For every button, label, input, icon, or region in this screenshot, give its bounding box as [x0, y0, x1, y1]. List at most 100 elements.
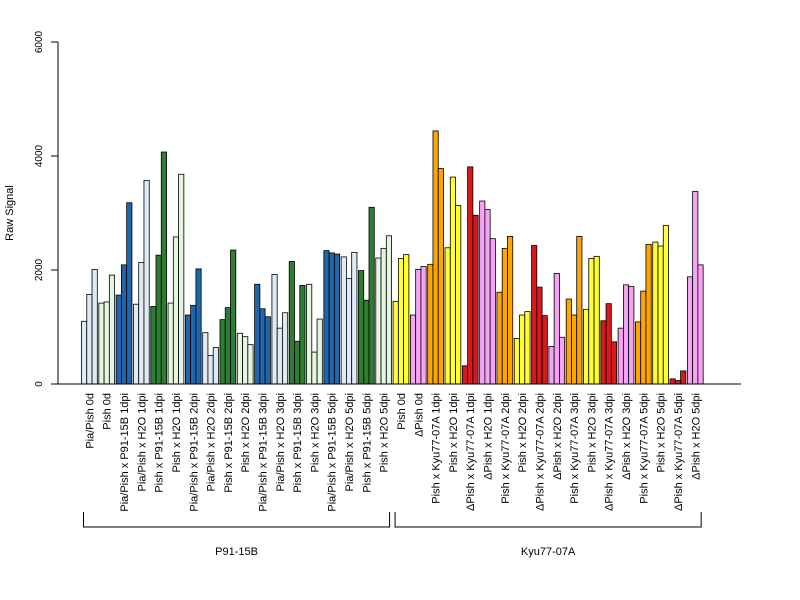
category-label: Pish x Kyu77-07A 5dpi	[638, 393, 650, 504]
bar	[484, 209, 491, 385]
bar	[697, 264, 704, 385]
bar	[610, 341, 618, 385]
bar	[652, 241, 659, 385]
bar	[479, 200, 486, 385]
bar	[340, 256, 347, 385]
bar	[553, 273, 560, 385]
bar	[299, 284, 306, 385]
bar	[150, 306, 157, 385]
bar-group	[531, 245, 548, 385]
bar-group	[133, 180, 150, 385]
group-brackets: P91-15B Kyu77-07A	[83, 512, 702, 558]
bar	[519, 314, 526, 385]
bar-group	[254, 283, 271, 385]
bar-group	[184, 268, 202, 385]
bar	[282, 312, 289, 385]
bar	[254, 283, 261, 385]
category-label: ΔPish 0d	[413, 393, 425, 437]
bar-group	[358, 206, 375, 385]
category-label: Pia/Pish x P91-15B 5dpi	[327, 393, 339, 512]
bar	[635, 321, 642, 385]
bar	[323, 250, 330, 385]
category-label: ΔPish x H2O 1dpi	[483, 393, 495, 480]
bar	[583, 308, 590, 385]
group-bracket	[394, 512, 702, 528]
bar	[126, 202, 133, 385]
category-label: ΔPish x Kyu77-07A 3dpi	[604, 393, 616, 511]
category-label: Pish x P91-15B 2dpi	[223, 393, 235, 493]
bar-group	[409, 266, 427, 385]
bar	[507, 235, 514, 385]
bar	[680, 370, 687, 385]
bar	[559, 336, 566, 385]
bar	[311, 351, 318, 385]
bar	[363, 299, 370, 385]
bar	[306, 283, 313, 385]
bar	[662, 225, 669, 385]
bar	[513, 337, 520, 385]
bar	[427, 263, 434, 385]
bar	[328, 252, 335, 385]
bar	[108, 274, 116, 385]
bar	[669, 378, 676, 385]
category-label: Pish x P91-15B 5dpi	[361, 393, 373, 493]
bar	[432, 130, 439, 385]
bar	[120, 264, 128, 385]
bar	[375, 257, 382, 385]
category-label: Pish x H2O 3dpi	[586, 393, 598, 472]
y-axis-title: Raw Signal	[4, 185, 16, 241]
bar	[264, 316, 271, 385]
bar	[501, 247, 508, 385]
bar	[212, 347, 219, 385]
bar	[195, 268, 202, 385]
category-label: Pish 0d	[396, 393, 408, 430]
bar	[622, 284, 630, 385]
bar	[600, 320, 607, 385]
y-axis-ticks: 0 2000 4000 6000	[34, 30, 58, 387]
bar	[358, 270, 365, 385]
category-label: ΔPish x Kyu77-07A 1dpi	[465, 393, 477, 511]
bar-group	[392, 254, 410, 385]
bar	[415, 269, 422, 385]
bar-group	[167, 173, 185, 385]
bar-group	[513, 311, 531, 385]
category-label: Pish 0d	[102, 393, 114, 430]
category-label: Pia/Pish 0d	[84, 393, 96, 449]
bar	[368, 206, 375, 385]
bar	[276, 327, 283, 385]
bar	[420, 266, 427, 385]
bar	[316, 318, 323, 385]
bar	[548, 345, 555, 385]
bar	[692, 190, 699, 385]
bar	[333, 253, 341, 385]
bar	[91, 269, 98, 385]
category-label: Pish x P91-15B 1dpi	[154, 393, 166, 493]
bar-group	[548, 273, 566, 385]
category-label: Pish x H2O 2dpi	[240, 393, 252, 472]
bar	[346, 278, 353, 385]
bar	[467, 166, 474, 385]
category-label: Pia/Pish x P91-15B 2dpi	[188, 393, 200, 512]
bar-group	[600, 303, 618, 385]
category-label: Pia/Pish x P91-15B 1dpi	[119, 393, 131, 512]
bar-group	[479, 200, 496, 385]
bar	[184, 314, 192, 385]
bar	[409, 314, 417, 385]
category-label: Pish x H2O 3dpi	[309, 393, 321, 472]
bar-group	[150, 151, 167, 385]
bar-group	[375, 235, 392, 385]
category-label: ΔPish x Kyu77-07A 5dpi	[673, 393, 685, 511]
bar	[160, 151, 167, 385]
y-tick-label: 4000	[34, 144, 45, 167]
bar	[224, 307, 231, 385]
bar	[571, 314, 578, 385]
category-label: Pish x H2O 1dpi	[448, 393, 460, 472]
bar	[167, 302, 174, 385]
bar	[178, 173, 185, 385]
bar-group	[340, 251, 358, 385]
bar	[294, 340, 301, 385]
bar	[143, 180, 150, 385]
bar	[155, 254, 162, 385]
bar-group	[115, 202, 133, 385]
bar	[640, 290, 647, 385]
